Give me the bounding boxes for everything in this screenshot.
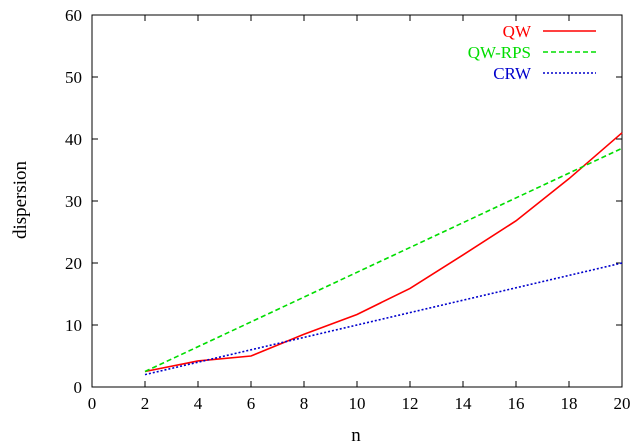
x-tick-label: 18: [561, 394, 578, 413]
series-line-qw: [144, 132, 623, 373]
legend-label-qw: QW: [503, 22, 532, 41]
x-tick-label: 14: [455, 394, 473, 413]
legend-label-qw-rps: QW-RPS: [468, 43, 531, 62]
x-tick-label: 2: [141, 394, 150, 413]
series-line-crw: [144, 262, 623, 376]
plot-layer: 0 2 4 6 8 10 12 14 16 18 20 0 10 20 30 40 50 60 QW QW-RPS CR…: [65, 6, 631, 413]
y-tick-label: 60: [65, 6, 82, 25]
x-tick-label: 6: [247, 394, 256, 413]
x-axis-label: n: [351, 425, 361, 446]
x-tick-label: 16: [508, 394, 525, 413]
legend-label-crw: CRW: [493, 64, 532, 83]
plot-frame: [91, 14, 623, 388]
x-tick-label: 4: [194, 394, 203, 413]
series-line-qw-rps: [144, 147, 623, 373]
x-tick-label: 10: [349, 394, 366, 413]
y-tick-label: 30: [65, 192, 82, 211]
y-tick-label: 10: [65, 316, 82, 335]
y-axis-label: dispersion: [10, 160, 31, 239]
x-tick-label: 8: [300, 394, 309, 413]
y-tick-label: 0: [74, 378, 83, 397]
x-tick-label: 12: [402, 394, 419, 413]
y-tick-label: 20: [65, 254, 82, 273]
x-tick-label: 0: [88, 394, 97, 413]
x-tick-label: 20: [614, 394, 631, 413]
y-tick-label: 50: [65, 68, 82, 87]
y-tick-label: 40: [65, 130, 82, 149]
